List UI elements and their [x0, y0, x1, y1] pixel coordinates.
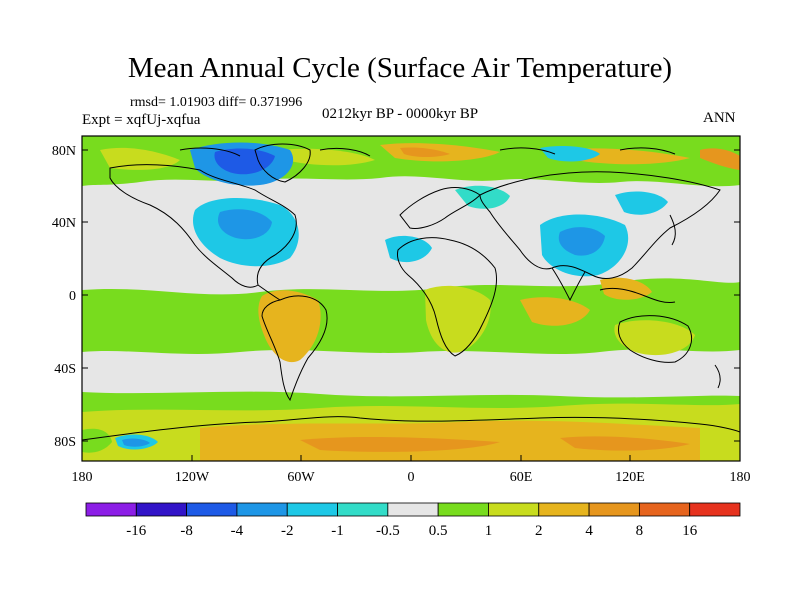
- lat-label: 0: [69, 289, 76, 304]
- arctic-warm-patch: [280, 148, 375, 166]
- australia-warm-region: [614, 320, 695, 356]
- colorbar-label: -8: [180, 523, 193, 539]
- coastlines: [82, 143, 740, 441]
- arctic-warm-patch: [400, 147, 450, 157]
- colorbar-label: 0.5: [429, 523, 448, 539]
- lon-label: 60E: [510, 470, 533, 485]
- coast-africa: [397, 237, 497, 357]
- colorbar-box: [638, 502, 691, 517]
- lon-label: 60W: [287, 470, 315, 485]
- arctic-warm-patch: [700, 148, 740, 170]
- colorbar-box: [437, 502, 489, 517]
- coast-central-america: [257, 284, 281, 301]
- plot-title: Mean Annual Cycle (Surface Air Temperatu…: [127, 52, 673, 84]
- coast-india: [551, 267, 586, 302]
- coast-japan: [669, 214, 676, 246]
- lat-label: 80S: [54, 435, 76, 450]
- colorbar-label: 16: [682, 523, 698, 539]
- antarctic-cool-patch: [122, 438, 150, 447]
- coast-new-zealand: [714, 364, 721, 389]
- lon-label: 120W: [175, 470, 210, 485]
- coast-australia: [617, 315, 692, 363]
- experiment-label: Expt = xqfUj-xqfua: [82, 112, 201, 128]
- colorbar-label: 8: [636, 523, 644, 539]
- colorbar-box: [689, 502, 741, 517]
- coast-greenland: [254, 143, 311, 183]
- colorbar-boxes: [85, 502, 741, 517]
- antarctic-warm-core: [300, 436, 500, 452]
- colorbar-label: 2: [535, 523, 543, 539]
- axis-ticks: [81, 149, 741, 461]
- sahara-cool-region: [385, 235, 432, 263]
- season-label: ANN: [703, 110, 736, 126]
- colorbar-label: 4: [585, 523, 593, 539]
- asia-cool-core: [558, 227, 605, 256]
- coast-maritime: [599, 287, 676, 303]
- tropical-warm-band: [82, 278, 740, 354]
- greenland-cool-core: [214, 148, 275, 175]
- period-label: 0212kyr BP - 0000kyr BP: [322, 106, 479, 122]
- colorbar-box: [588, 502, 640, 517]
- siberia-cool-region: [540, 146, 600, 162]
- north-america-cool-core: [217, 209, 272, 240]
- lon-label: 180: [72, 470, 93, 485]
- colorbar-box: [236, 502, 288, 517]
- antarctic-mixed-patch: [82, 428, 112, 453]
- colorbar-label: -16: [126, 523, 146, 539]
- lat-label: 40S: [54, 362, 76, 377]
- colorbar-label: -0.5: [376, 523, 400, 539]
- lat-label: 40N: [52, 216, 76, 231]
- lon-labels: 180 120W 60W 0 60E 120E 180: [72, 470, 751, 485]
- pacific-cool-region: [615, 191, 668, 215]
- colorbar-box: [337, 502, 389, 517]
- coast-antarctica: [82, 416, 740, 441]
- colorbar-box: [135, 502, 188, 517]
- colorbar-box: [85, 502, 137, 517]
- coast-arctic-islands: [179, 147, 676, 157]
- colorbar-label: -2: [281, 523, 294, 539]
- colorbar-box: [488, 502, 540, 517]
- coast-asia: [479, 171, 721, 279]
- coast-south-america: [261, 295, 328, 402]
- colorbar-label: -1: [331, 523, 344, 539]
- colorbar-box: [387, 502, 439, 517]
- coast-north-america: [109, 164, 297, 288]
- south-america-warm-region: [258, 290, 321, 363]
- indian-ocean-warm-region: [520, 297, 590, 326]
- colorbar-label: 1: [485, 523, 493, 539]
- lat-label: 80N: [52, 144, 76, 159]
- lon-label: 120E: [615, 470, 645, 485]
- lon-label: 180: [730, 470, 751, 485]
- colorbar-label: -4: [231, 523, 244, 539]
- anomaly-field: [82, 136, 740, 461]
- colorbar-box: [286, 502, 338, 517]
- colorbar-box: [186, 502, 238, 517]
- colorbar-labels: -16 -8 -4 -2 -1 -0.5 0.5 1 2 4 8 16: [126, 523, 697, 539]
- arctic-warm-patch: [100, 147, 180, 170]
- lat-labels: 80N 40N 0 40S 80S: [52, 144, 76, 450]
- stats-text: rmsd= 1.01903 diff= 0.371996: [130, 95, 303, 110]
- lon-label: 0: [408, 470, 415, 485]
- colorbar-box: [538, 502, 590, 517]
- antarctic-warm-core: [560, 436, 690, 451]
